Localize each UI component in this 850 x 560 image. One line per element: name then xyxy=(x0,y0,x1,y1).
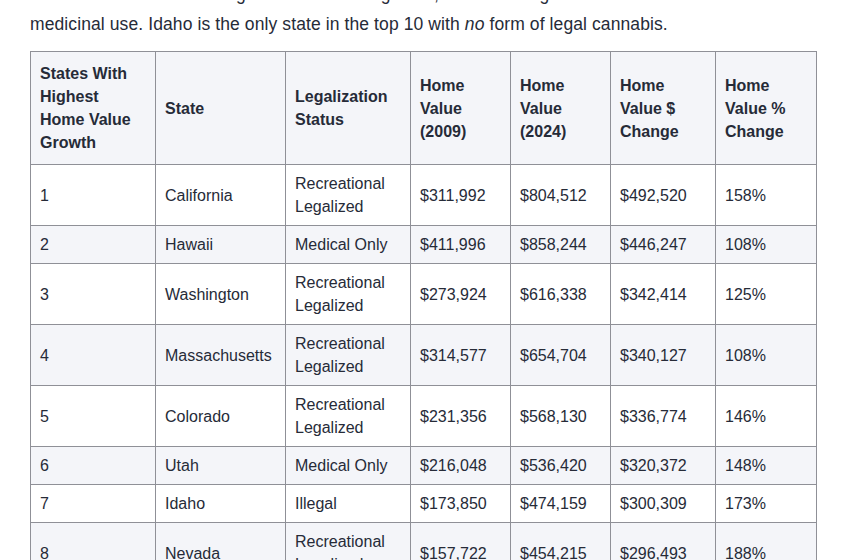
cell-dollar-change: $320,372 xyxy=(611,447,716,485)
cell-rank: 2 xyxy=(31,226,156,264)
cell-percent-change: 108% xyxy=(716,325,817,386)
cell-status: Medical Only xyxy=(286,447,411,485)
cell-state: Washington xyxy=(156,264,286,325)
intro-text-after: form of legal cannabis. xyxy=(484,14,667,34)
cell-dollar-change: $300,309 xyxy=(611,485,716,523)
cell-state: Utah xyxy=(156,447,286,485)
cell-state: California xyxy=(156,165,286,226)
table-header-row: States With Highest Home Value Growth St… xyxy=(31,52,817,165)
cell-status: Recreational Legalized xyxy=(286,325,411,386)
cell-percent-change: 148% xyxy=(716,447,817,485)
cell-value-2009: $157,722 xyxy=(411,523,511,560)
article-page: of the 10 states with the highest home v… xyxy=(0,0,850,560)
cell-rank: 7 xyxy=(31,485,156,523)
cell-value-2009: $273,924 xyxy=(411,264,511,325)
cell-value-2009: $311,992 xyxy=(411,165,511,226)
col-header-percent-change: Home Value % Change xyxy=(716,52,817,165)
cell-value-2009: $216,048 xyxy=(411,447,511,485)
cell-status: Recreational Legalized xyxy=(286,386,411,447)
cell-percent-change: 146% xyxy=(716,386,817,447)
col-header-value-2009: Home Value (2009) xyxy=(411,52,511,165)
cell-dollar-change: $336,774 xyxy=(611,386,716,447)
table-row: 7IdahoIllegal$173,850$474,159$300,309173… xyxy=(31,485,817,523)
cell-value-2024: $568,130 xyxy=(511,386,611,447)
col-header-dollar-change: Home Value $ Change xyxy=(611,52,716,165)
col-header-value-2024: Home Value (2024) xyxy=(511,52,611,165)
cell-status: Recreational Legalized xyxy=(286,165,411,226)
cell-status: Illegal xyxy=(286,485,411,523)
cell-value-2024: $858,244 xyxy=(511,226,611,264)
col-header-legalization-status: Legalization Status xyxy=(286,52,411,165)
table-row: 1CaliforniaRecreational Legalized$311,99… xyxy=(31,165,817,226)
table-body: 1CaliforniaRecreational Legalized$311,99… xyxy=(31,165,817,560)
cell-percent-change: 188% xyxy=(716,523,817,560)
cell-state: Massachusetts xyxy=(156,325,286,386)
cell-rank: 8 xyxy=(31,523,156,560)
cell-value-2009: $173,850 xyxy=(411,485,511,523)
cell-state: Colorado xyxy=(156,386,286,447)
cell-rank: 6 xyxy=(31,447,156,485)
cell-dollar-change: $446,247 xyxy=(611,226,716,264)
cell-status: Recreational Legalized xyxy=(286,264,411,325)
cell-dollar-change: $342,414 xyxy=(611,264,716,325)
table-row: 2HawaiiMedical Only$411,996$858,244$446,… xyxy=(31,226,817,264)
cell-rank: 5 xyxy=(31,386,156,447)
intro-line: medicinal use. Idaho is the only state i… xyxy=(30,9,815,39)
cell-value-2009: $231,356 xyxy=(411,386,511,447)
cell-rank: 1 xyxy=(31,165,156,226)
cell-rank: 4 xyxy=(31,325,156,386)
cell-status: Medical Only xyxy=(286,226,411,264)
cell-state: Nevada xyxy=(156,523,286,560)
cell-value-2024: $536,420 xyxy=(511,447,611,485)
cell-state: Idaho xyxy=(156,485,286,523)
table-row: 3WashingtonRecreational Legalized$273,92… xyxy=(31,264,817,325)
cell-percent-change: 108% xyxy=(716,226,817,264)
cell-status: Recreational Legalized xyxy=(286,523,411,560)
table-row: 8NevadaRecreational Legalized$157,722$45… xyxy=(31,523,817,560)
home-value-growth-table: States With Highest Home Value Growth St… xyxy=(30,51,817,560)
table-row: 5ColoradoRecreational Legalized$231,356$… xyxy=(31,386,817,447)
col-header-state: State xyxy=(156,52,286,165)
intro-text-italic: no xyxy=(465,14,485,34)
col-header-rank: States With Highest Home Value Growth xyxy=(31,52,156,165)
cell-value-2009: $314,577 xyxy=(411,325,511,386)
cell-state: Hawaii xyxy=(156,226,286,264)
intro-line-partial: of the 10 states with the highest home v… xyxy=(30,0,815,9)
cell-value-2024: $654,704 xyxy=(511,325,611,386)
cell-percent-change: 125% xyxy=(716,264,817,325)
table-row: 4MassachusettsRecreational Legalized$314… xyxy=(31,325,817,386)
cell-dollar-change: $492,520 xyxy=(611,165,716,226)
cell-value-2024: $804,512 xyxy=(511,165,611,226)
cell-value-2009: $411,996 xyxy=(411,226,511,264)
cell-percent-change: 173% xyxy=(716,485,817,523)
cell-rank: 3 xyxy=(31,264,156,325)
cell-dollar-change: $296,493 xyxy=(611,523,716,560)
cell-value-2024: $616,338 xyxy=(511,264,611,325)
table-row: 6UtahMedical Only$216,048$536,420$320,37… xyxy=(31,447,817,485)
cell-percent-change: 158% xyxy=(716,165,817,226)
cell-dollar-change: $340,127 xyxy=(611,325,716,386)
intro-text-before: medicinal use. Idaho is the only state i… xyxy=(30,14,465,34)
intro-paragraph: of the 10 states with the highest home v… xyxy=(30,0,815,39)
cell-value-2024: $454,215 xyxy=(511,523,611,560)
cell-value-2024: $474,159 xyxy=(511,485,611,523)
